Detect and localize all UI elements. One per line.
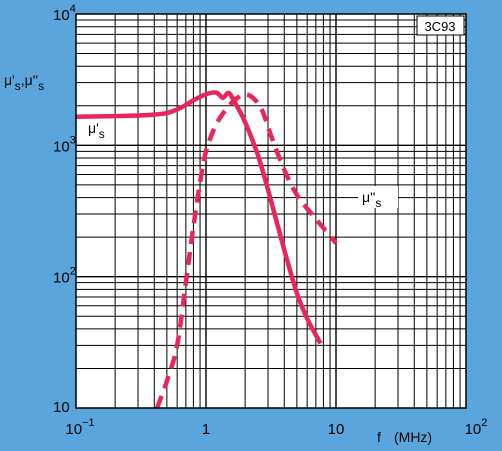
series-labels: μ's μ''s xyxy=(88,120,398,210)
y-tick-label: 102 xyxy=(53,266,76,287)
series-imaginary-permeability-line xyxy=(154,91,338,409)
tick-labels: 10 102 103 104 10−1 1 10 102 xyxy=(53,3,487,438)
series-label-backdrop xyxy=(358,186,398,208)
y-tick-label: 103 xyxy=(53,134,76,155)
series-real-permeability-line xyxy=(75,90,323,345)
plot-background xyxy=(76,14,466,408)
x-tick-label: 10−1 xyxy=(65,417,94,438)
x-tick-label: 102 xyxy=(465,417,488,438)
plot-frame xyxy=(75,13,467,409)
series-label-imaginary: μ''s xyxy=(362,189,381,210)
x-axis-unit: (MHz) xyxy=(394,429,432,445)
y-tick-label: 10 xyxy=(53,399,70,416)
y-axis-label: μ's,μ''s xyxy=(4,72,44,93)
series-label-real: μ's xyxy=(88,120,105,141)
material-label: 3C93 xyxy=(424,19,455,34)
material-label-box xyxy=(416,15,465,36)
x-tick-label: 10 xyxy=(328,421,345,438)
grid xyxy=(76,14,466,408)
x-axis-label: f xyxy=(377,429,381,445)
x-tick-label: 1 xyxy=(202,421,210,438)
y-tick-label: 104 xyxy=(53,3,76,24)
series-layer xyxy=(75,90,338,409)
